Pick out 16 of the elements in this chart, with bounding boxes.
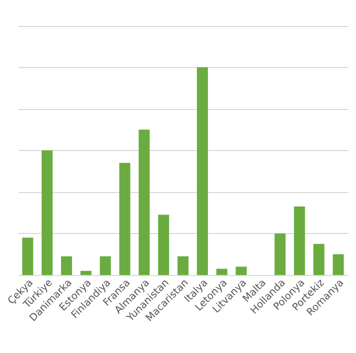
bar	[332, 254, 344, 275]
bar	[80, 270, 92, 275]
bar	[22, 238, 34, 275]
bar	[61, 256, 72, 275]
bar	[119, 162, 130, 275]
bar	[158, 214, 170, 275]
bar	[42, 150, 53, 275]
bar	[274, 233, 286, 275]
bar	[196, 67, 208, 275]
bar	[178, 256, 188, 275]
bar	[236, 266, 247, 275]
bar	[294, 206, 305, 275]
bar	[100, 256, 111, 275]
bar	[138, 130, 150, 275]
bar	[313, 244, 324, 275]
bar	[216, 268, 228, 275]
